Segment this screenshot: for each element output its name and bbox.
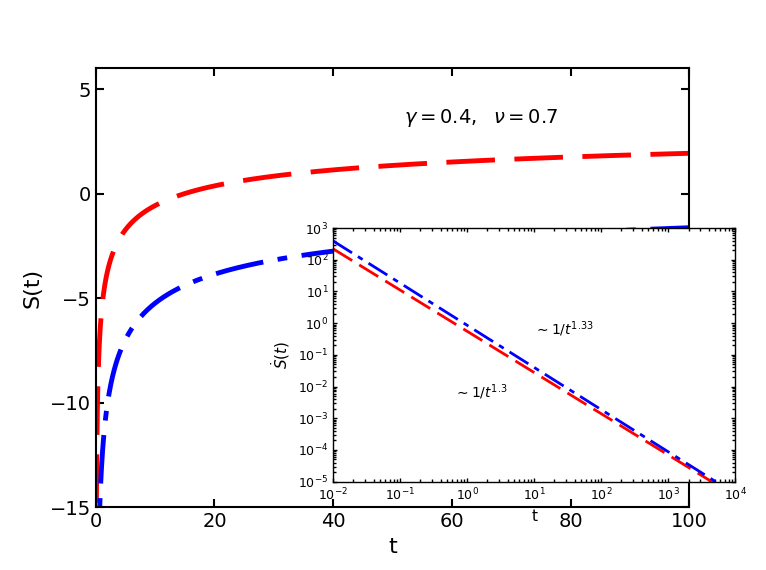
X-axis label: t: t (532, 508, 537, 524)
Text: $\sim1/t^{1.33}$: $\sim1/t^{1.33}$ (535, 319, 594, 339)
Y-axis label: S(t): S(t) (23, 268, 43, 308)
Text: $\gamma = 0.35,\ \ \nu=0.55$: $\gamma = 0.35,\ \ \nu=0.55$ (404, 243, 584, 265)
Y-axis label: $\dot{S}(t)$: $\dot{S}(t)$ (270, 341, 293, 369)
Text: $\sim1/t^{1.3}$: $\sim1/t^{1.3}$ (453, 383, 507, 402)
X-axis label: t: t (388, 537, 397, 557)
Text: $\gamma = 0.4,\ \ \nu=0.7$: $\gamma = 0.4,\ \ \nu=0.7$ (404, 107, 558, 129)
